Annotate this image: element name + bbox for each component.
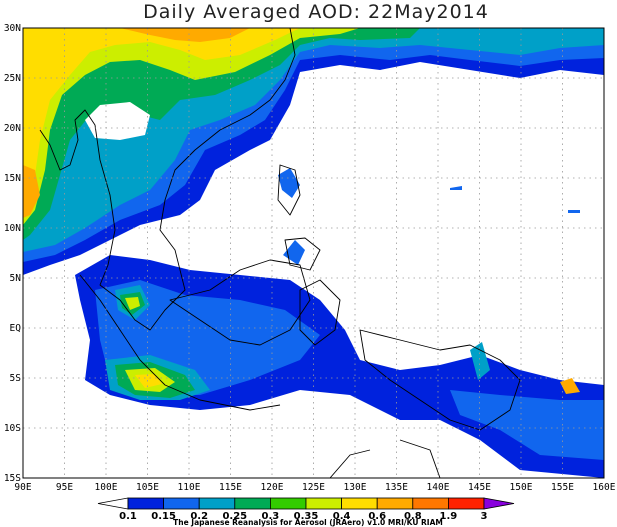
colorbar-swatch — [198, 497, 236, 510]
colorbar-swatch — [234, 497, 271, 510]
colorbar-swatch — [305, 497, 342, 510]
colorbar-level-label: 0.8 — [404, 511, 422, 522]
colorbar-high-arrow — [483, 497, 515, 510]
credit-text: The Japanese Reanalysis for Aerosol (JRA… — [173, 518, 443, 527]
longitude-tick-label: 95E — [56, 482, 73, 493]
aod-spot-mindanao — [283, 240, 305, 265]
aod-hole-scs — [215, 150, 290, 225]
aod-shade-orange-indonesia — [135, 374, 162, 388]
colorbar-low-arrow — [97, 497, 129, 510]
longitude-labels: 90E 95E 100E 105E 110E 115E 120E 125E 130E 135E 14… — [14, 482, 615, 493]
aod-spot-png — [470, 342, 490, 380]
colorbar: 0.1 0.15 0.2 0.25 0.3 0.35 0.4 0.6 0.8 1.9 3 — [97, 497, 515, 522]
latitude-tick-label: 5N — [10, 273, 22, 284]
colorbar-swatch — [376, 497, 414, 510]
latitude-tick-label: 20N — [4, 123, 21, 134]
aod-shade-yellow-indonesia — [125, 297, 175, 392]
longitude-tick-label: 100E — [95, 482, 118, 493]
colorbar-swatch — [341, 497, 378, 510]
longitude-tick-label: 130E — [344, 482, 367, 493]
longitude-tick-label: 135E — [385, 482, 408, 493]
colorbar-level-label: 0.6 — [368, 511, 386, 522]
colorbar-level-label: 0.35 — [294, 511, 319, 522]
latitude-tick-label: 5S — [10, 373, 22, 384]
longitude-tick-label: 90E — [14, 482, 31, 493]
latitude-tick-label: EQ — [10, 323, 22, 334]
aod-spot-bougainville — [560, 378, 580, 394]
longitude-tick-label: 120E — [261, 482, 284, 493]
colorbar-swatch — [163, 497, 200, 510]
map-title: Daily Averaged AOD: 22May2014 — [143, 1, 489, 23]
graticule — [23, 28, 604, 478]
longitude-tick-label: 115E — [219, 482, 242, 493]
aod-shade-green-north — [23, 28, 420, 240]
colorbar-level-label: 3 — [481, 511, 488, 522]
latitude-labels: 30N 25N 20N 15N 10N 5N EQ 5S 10S 15S — [4, 23, 21, 484]
colorbar-level-label: 0.4 — [333, 511, 351, 522]
map-frame — [22, 27, 605, 479]
colorbar-swatch — [447, 497, 485, 510]
aod-spot-ocean-e — [450, 186, 580, 213]
colorbar-level-label: 0.1 — [119, 511, 137, 522]
colorbar-level-label: 0.25 — [222, 511, 247, 522]
colorbar-level-label: 1.9 — [440, 511, 458, 522]
longitude-tick-label: 160E — [593, 482, 616, 493]
colorbar-level-label: 0.3 — [262, 511, 280, 522]
longitude-tick-label: 125E — [302, 482, 325, 493]
longitude-tick-label: 105E — [136, 482, 159, 493]
aod-field — [23, 28, 604, 478]
latitude-tick-label: 10S — [4, 423, 21, 434]
latitude-tick-label: 15N — [4, 173, 21, 184]
longitude-tick-label: 155E — [551, 482, 574, 493]
aod-spot-luzon — [278, 168, 300, 198]
latitude-tick-label: 10N — [4, 223, 21, 234]
coastlines — [39, 28, 521, 478]
longitude-tick-label: 145E — [468, 482, 491, 493]
aod-shade-lightblue-indonesia — [95, 280, 604, 460]
latitude-tick-label: 15S — [4, 473, 21, 484]
colorbar-swatch — [269, 497, 307, 510]
aod-shade-yellow-north — [23, 28, 300, 212]
colorbar-level-label: 0.15 — [151, 511, 176, 522]
longitude-tick-label: 110E — [178, 482, 201, 493]
longitude-tick-label: 140E — [427, 482, 450, 493]
colorbar-level-label: 0.2 — [190, 511, 208, 522]
latitude-tick-label: 30N — [4, 23, 21, 34]
colorbar-swatch — [412, 497, 449, 510]
longitude-tick-label: 150E — [510, 482, 533, 493]
colorbar-swatch — [127, 497, 164, 510]
latitude-tick-label: 25N — [4, 73, 21, 84]
aod-hole-bay — [85, 102, 150, 140]
